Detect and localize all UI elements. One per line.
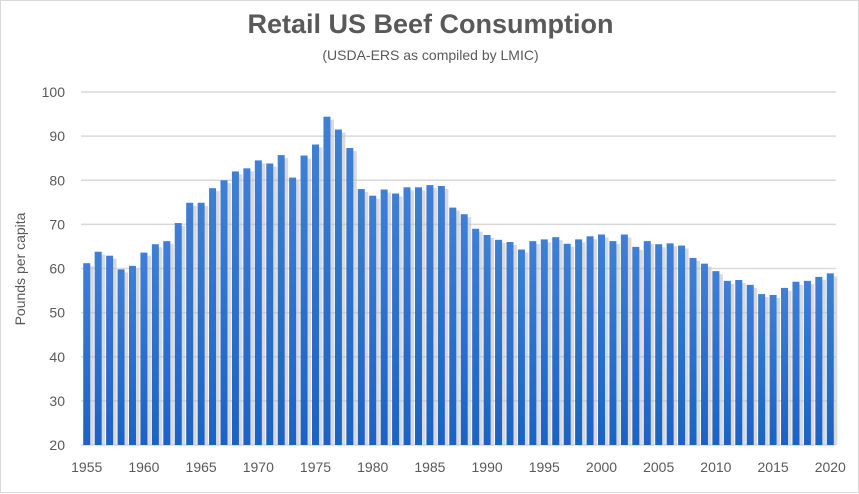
bar-1965 [197,202,205,445]
bar-1961 [151,244,159,445]
bar-2014 [758,294,766,445]
bar-1975 [312,144,320,446]
bar-1993 [517,249,525,445]
bar-1972 [277,155,285,445]
bar-1992 [506,242,514,445]
bar-1986 [437,185,445,445]
bar-1984 [414,187,422,445]
y-tick-label: 20 [49,437,65,453]
bar-1991 [495,239,503,445]
x-tick-label: 1990 [472,459,503,475]
bar-1960 [140,252,148,445]
bar-1956 [94,251,102,445]
bar-1963 [174,223,182,445]
bar-2003 [632,246,640,445]
bar-2015 [769,294,777,445]
x-tick-label: 2015 [758,459,789,475]
bar-1987 [449,207,457,445]
bar-2001 [609,241,617,445]
bar-1989 [472,228,480,445]
bar-2004 [643,241,651,445]
bar-2006 [666,243,674,445]
bar-2000 [597,234,605,445]
bar-1997 [563,243,571,445]
x-tick-label: 2020 [815,459,846,475]
bar-2009 [700,263,708,445]
bar-1969 [243,168,251,445]
bar-2005 [655,244,663,445]
bar-1983 [403,187,411,445]
y-axis-label: Pounds per capita [12,212,28,325]
y-tick-label: 50 [49,305,65,321]
bar-1995 [540,239,548,445]
x-tick-label: 1995 [529,459,560,475]
y-tick-label: 30 [49,393,65,409]
x-tick-label: 1985 [414,459,445,475]
bar-1970 [254,160,262,446]
bar-1968 [231,171,239,446]
x-tick-label: 2010 [700,459,731,475]
bar-1957 [106,255,114,445]
bar-1996 [552,237,560,445]
x-tick-label: 1970 [243,459,274,475]
bar-2018 [803,280,811,445]
bar-2020 [826,273,834,445]
bar-2012 [735,279,743,445]
bar-2008 [689,257,697,445]
bar-1962 [163,241,171,445]
x-tick-label: 1955 [71,459,102,475]
bar-1964 [186,202,194,445]
bar-1959 [128,265,136,445]
bar-1973 [289,177,297,446]
bar-1971 [266,163,274,446]
bar-2007 [678,245,686,445]
bar-1966 [209,188,217,445]
bar-1980 [369,195,377,445]
bar-2002 [620,234,628,445]
bar-1977 [334,129,342,445]
chart-title: Retail US Beef Consumption [247,9,614,39]
y-tick-label: 100 [42,84,66,100]
y-tick-label: 60 [49,261,65,277]
bar-1958 [117,269,125,445]
bar-1981 [380,189,388,445]
bar-1994 [529,241,537,445]
x-tick-label: 1980 [357,459,388,475]
y-tick-label: 70 [49,216,65,232]
bar-2010 [712,271,720,445]
bar-1982 [392,193,400,445]
x-tick-label: 2005 [643,459,674,475]
bar-1998 [575,239,583,445]
bar-1978 [346,148,354,445]
bar-1990 [483,234,491,445]
y-tick-label: 40 [49,349,65,365]
bar-1976 [323,116,331,446]
bar-2017 [792,281,800,445]
bar-2019 [815,276,823,445]
bar-2013 [746,284,754,445]
bar-2016 [781,287,789,445]
bar-1967 [220,180,228,445]
bar-1985 [426,185,434,445]
bar-1974 [300,155,308,446]
bar-1979 [357,189,365,445]
bar-1955 [83,263,91,445]
bar-1988 [460,214,468,445]
bar-2011 [723,280,731,445]
y-tick-label: 90 [49,128,65,144]
x-tick-label: 1960 [128,459,159,475]
x-tick-label: 2000 [586,459,617,475]
chart-subtitle: (USDA-ERS as compiled by LMIC) [322,47,539,63]
x-tick-label: 1965 [186,459,217,475]
bar-1999 [586,236,594,445]
x-tick-label: 1975 [300,459,331,475]
y-tick-label: 80 [49,172,65,188]
